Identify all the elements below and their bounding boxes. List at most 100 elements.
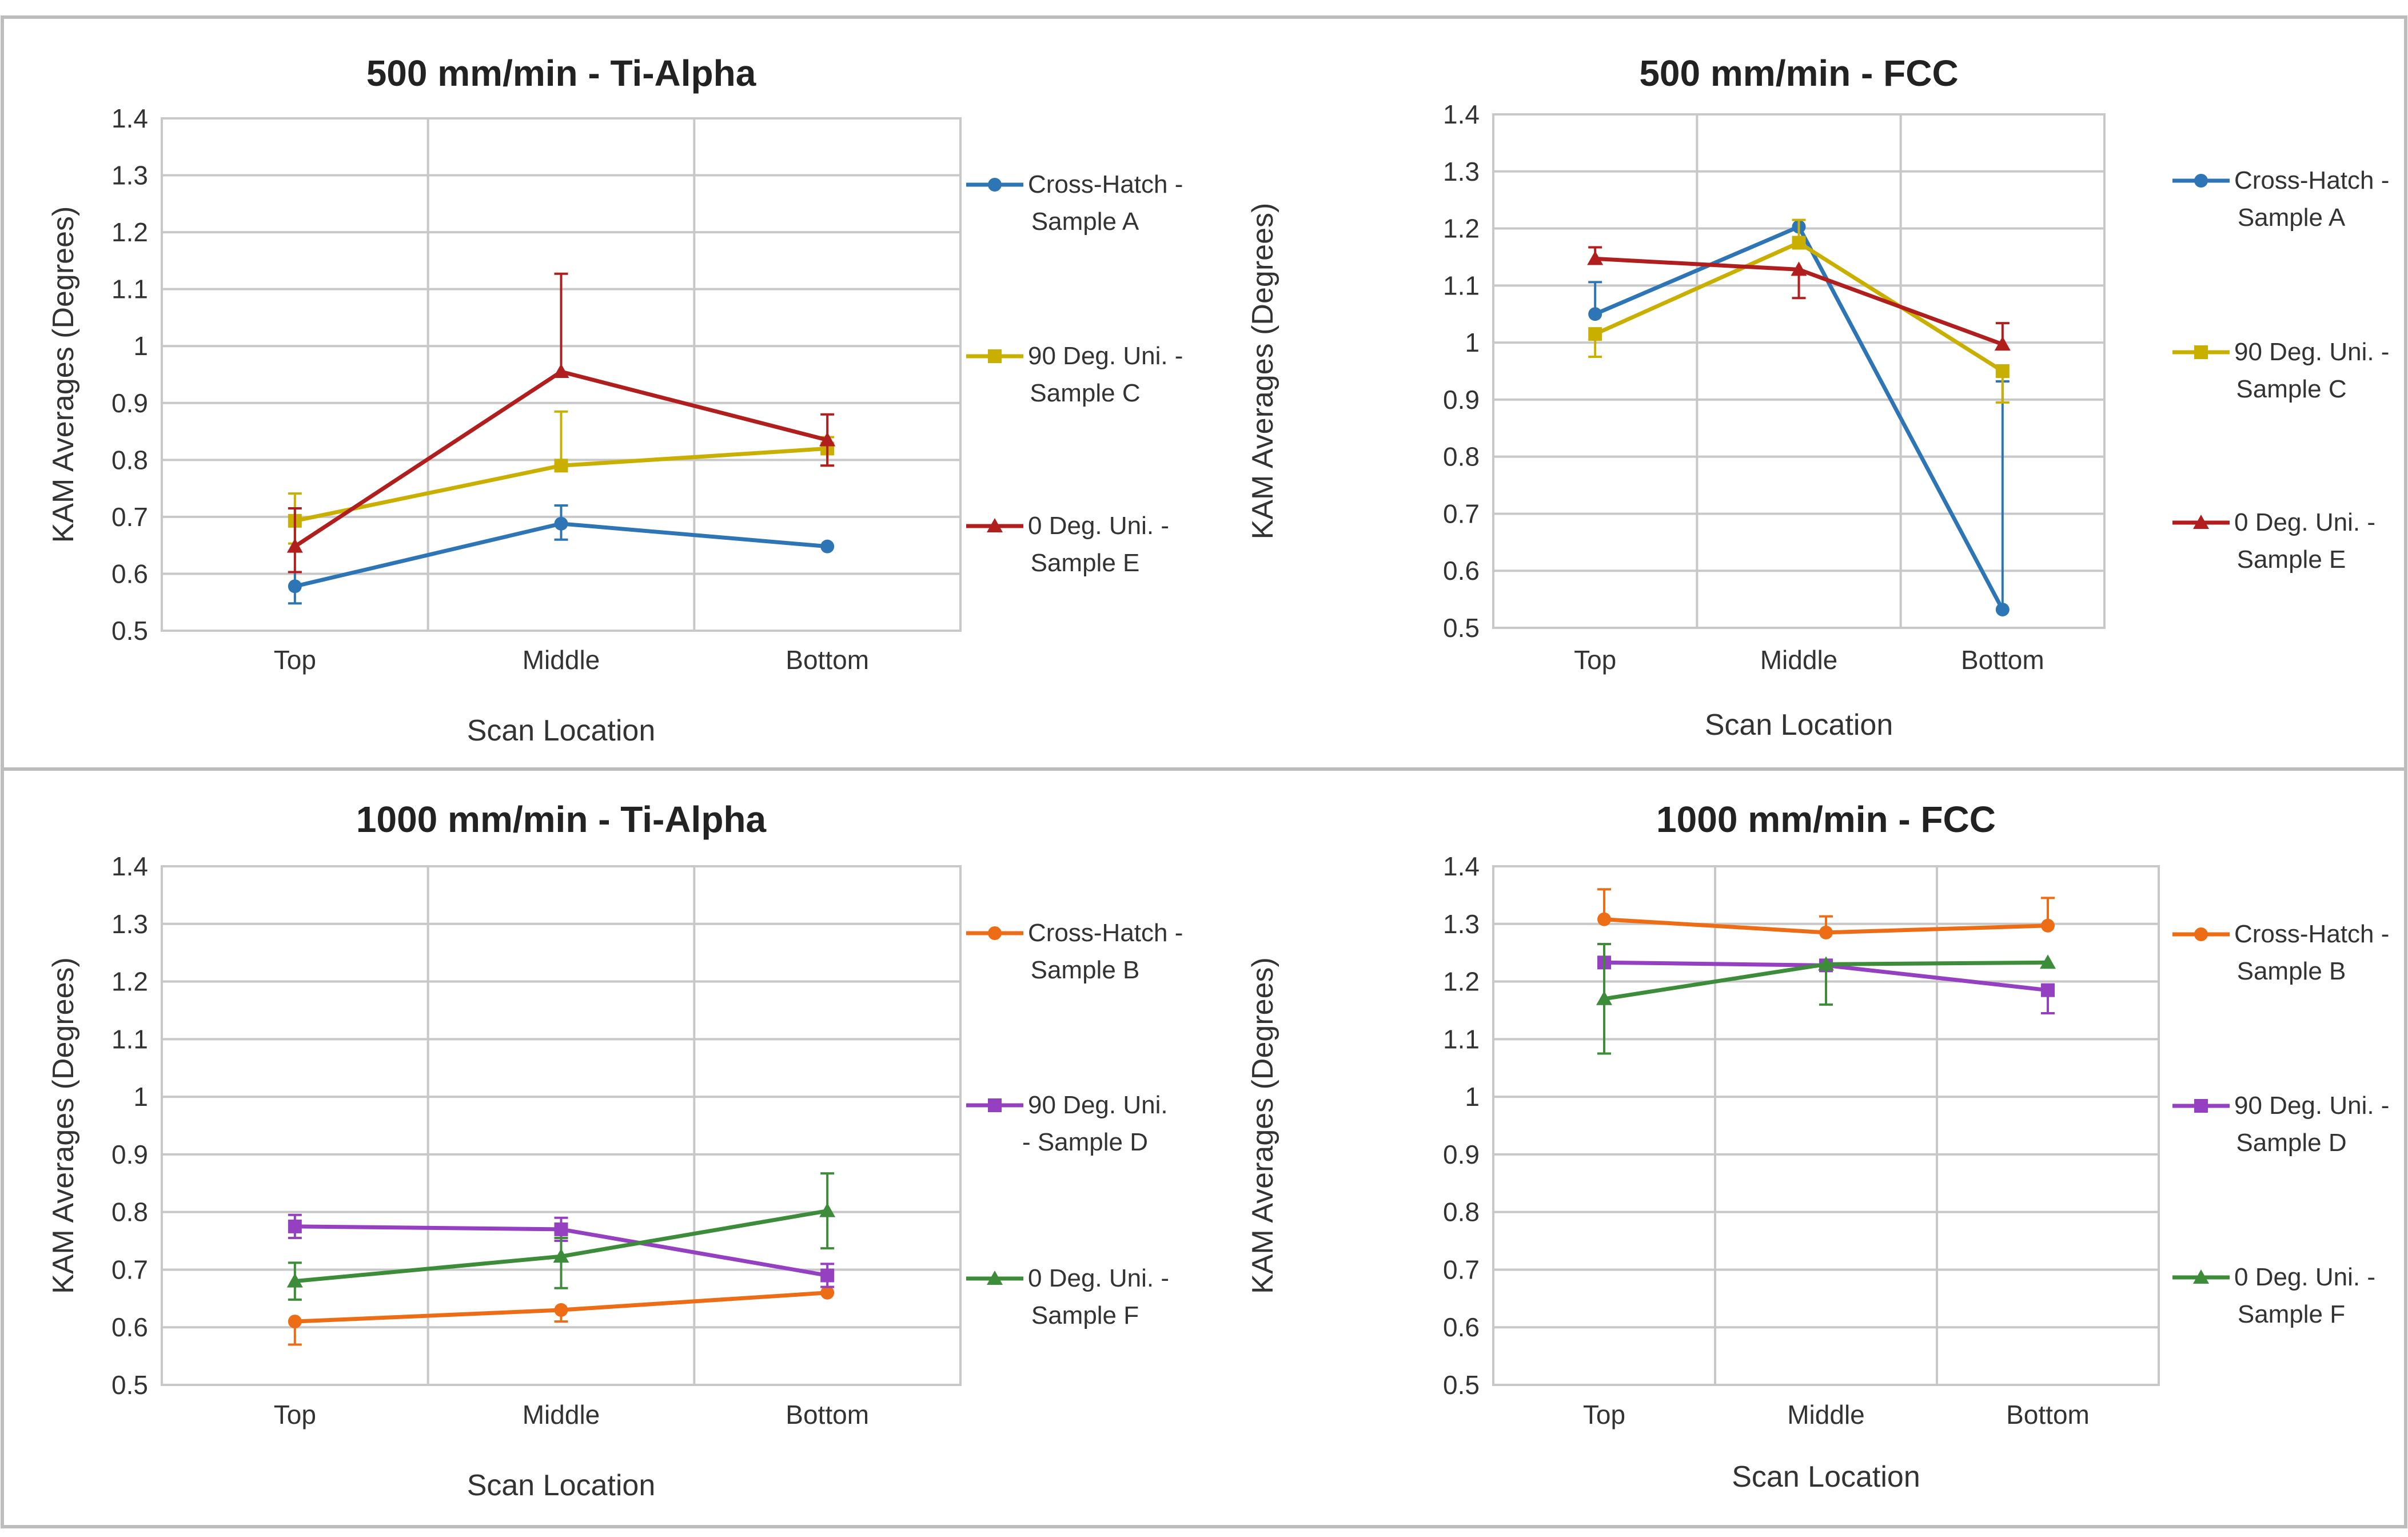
data-point	[554, 516, 568, 531]
y-tick-label: 1.1	[111, 274, 148, 304]
legend-label: - Sample D	[1022, 1128, 1148, 1156]
y-tick-label: 0.9	[1443, 385, 1480, 415]
legend-label: 90 Deg. Uni. -	[2234, 1092, 2389, 1120]
x-tick-label: Top	[1574, 645, 1616, 675]
x-tick-label: Bottom	[786, 1400, 869, 1430]
data-point	[554, 459, 568, 473]
legend-marker	[2193, 515, 2209, 529]
y-tick-label: 0.9	[111, 1140, 148, 1169]
data-point	[554, 1303, 568, 1317]
data-point	[1995, 603, 2010, 617]
y-tick-label: 0.5	[111, 616, 148, 646]
y-tick-label: 0.6	[111, 1312, 148, 1342]
chart-title: 500 mm/min - Ti-Alpha	[366, 53, 756, 94]
legend-label: Sample C	[2236, 375, 2346, 403]
y-axis-title: KAM Averages (Degrees)	[47, 957, 80, 1294]
chart-panel-1: 0.5 0.6 0.7 0.8 0.9 1 1.1 1.2 1.3 1.4 Top Middle Bot…	[47, 53, 1183, 747]
data-point	[554, 1222, 568, 1236]
y-tick-label: 0.8	[1443, 442, 1480, 472]
data-point	[1819, 925, 1833, 939]
x-tick-label: Bottom	[2006, 1400, 2090, 1430]
y-tick-label: 0.7	[1443, 499, 1480, 528]
y-axis-title: KAM Averages (Degrees)	[47, 206, 80, 543]
chart-title: 1000 mm/min - FCC	[1656, 799, 1996, 840]
x-axis-title: Scan Location	[467, 714, 656, 747]
legend-marker	[988, 349, 1002, 363]
y-tick-label: 1.2	[111, 217, 148, 247]
y-tick-label: 0.6	[1443, 556, 1480, 586]
legend-label: Sample F	[2238, 1300, 2345, 1328]
y-tick-label: 1	[133, 331, 148, 361]
y-axis-title: KAM Averages (Degrees)	[1246, 957, 1279, 1294]
data-point	[1596, 990, 1612, 1005]
data-point	[1792, 236, 1806, 250]
y-tick-label: 1.3	[111, 161, 148, 190]
legend-label: Sample A	[1031, 208, 1139, 236]
series-3	[286, 272, 836, 574]
legend-label: Cross-Hatch -	[2234, 920, 2389, 948]
data-point	[2041, 983, 2055, 997]
y-tick-label: 1.1	[1443, 270, 1480, 300]
data-point	[286, 538, 303, 553]
y-tick-label: 0.6	[1443, 1312, 1480, 1342]
legend-marker	[2193, 1269, 2209, 1284]
series-1	[288, 1285, 835, 1346]
data-point	[819, 1202, 836, 1217]
x-tick-label: Middle	[1760, 645, 1838, 675]
legend-label: Sample B	[1031, 956, 1140, 984]
y-tick-label: 0.8	[1443, 1197, 1480, 1227]
data-point	[1995, 364, 2010, 378]
legend-marker	[2194, 345, 2208, 359]
data-point	[553, 1248, 569, 1263]
y-tick-label: 1.1	[1443, 1024, 1480, 1054]
x-tick-label: Middle	[523, 645, 600, 675]
x-tick-label: Bottom	[786, 645, 869, 675]
y-tick-label: 1.3	[1443, 909, 1480, 939]
legend-label: Sample B	[2237, 957, 2346, 985]
y-tick-label: 0.9	[1443, 1140, 1480, 1169]
legend-entry-3: 0 Deg. Uni. - Sample F	[966, 1264, 1169, 1329]
legend-label: 0 Deg. Uni. -	[1028, 512, 1169, 540]
legend-label: Cross-Hatch -	[1028, 919, 1183, 947]
series-3	[1587, 246, 2011, 351]
legend-entry-3: 0 Deg. Uni. - Sample E	[966, 512, 1169, 577]
legend-marker	[2194, 927, 2208, 941]
series-2	[1588, 218, 2010, 404]
x-tick-label: Top	[1583, 1400, 1625, 1430]
chart-panel-4: 0.5 0.6 0.7 0.8 0.9 1 1.1 1.2 1.3 1.4 Top Middle Bot…	[1246, 799, 2389, 1494]
legend-label: Sample E	[2237, 545, 2346, 574]
legend-entry-1: Cross-Hatch - Sample A	[966, 170, 1183, 236]
legend-marker	[988, 1098, 1002, 1112]
y-tick-label: 1.1	[111, 1024, 148, 1054]
legend-label: 90 Deg. Uni. -	[1028, 342, 1183, 370]
legend-entry-2: 90 Deg. Uni. - Sample C	[2172, 338, 2389, 403]
legend-label: 0 Deg. Uni. -	[2234, 1263, 2375, 1291]
series-1	[288, 504, 835, 605]
y-tick-label: 1.3	[1443, 157, 1480, 186]
data-point	[1588, 327, 1602, 341]
legend-entry-3: 0 Deg. Uni. - Sample E	[2172, 508, 2375, 574]
x-axis-title: Scan Location	[467, 1469, 656, 1502]
data-point	[1818, 956, 1834, 971]
data-point	[288, 579, 302, 594]
legend-entry-3: 0 Deg. Uni. - Sample F	[2172, 1263, 2375, 1328]
y-tick-label: 0.5	[1443, 1370, 1480, 1400]
legend-label: 90 Deg. Uni. -	[2234, 338, 2389, 366]
figure-frame	[1, 15, 2407, 1528]
chart-title: 1000 mm/min - Ti-Alpha	[356, 799, 767, 840]
y-tick-label: 0.8	[111, 1197, 148, 1227]
legend-label: Sample F	[1031, 1301, 1139, 1329]
y-tick-label: 0.7	[111, 1255, 148, 1284]
y-tick-label: 1	[1465, 1082, 1480, 1112]
legend-entry-1: Cross-Hatch - Sample B	[2172, 920, 2389, 985]
data-point	[820, 539, 835, 554]
data-point	[553, 364, 569, 379]
plot-area	[1492, 865, 2160, 1386]
legend-entry-2: 90 Deg. Uni. - Sample C	[966, 342, 1183, 407]
legend-marker	[2194, 174, 2208, 188]
data-point	[819, 432, 836, 447]
y-tick-label: 1.2	[1443, 214, 1480, 244]
data-point	[1587, 250, 1604, 265]
